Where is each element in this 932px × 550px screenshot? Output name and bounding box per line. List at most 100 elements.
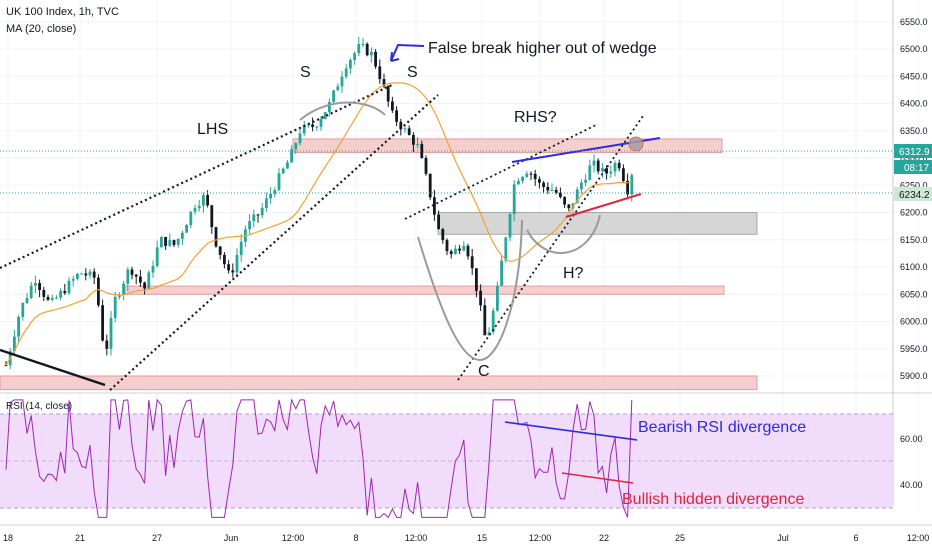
candle-body	[500, 260, 503, 286]
candle-body	[554, 189, 558, 193]
candle-body	[437, 214, 440, 230]
candle-body	[328, 102, 331, 113]
candle-body	[164, 237, 167, 246]
candle-body	[399, 121, 403, 130]
false-break-arrow	[390, 43, 425, 62]
candle-body	[466, 245, 470, 257]
candle-body	[395, 110, 398, 122]
candle-body	[176, 238, 180, 245]
candlestick-series	[4, 36, 634, 370]
false-break-arrow-head	[390, 51, 400, 62]
candle-body	[349, 60, 352, 69]
red-trendline	[565, 193, 642, 218]
last-price-tag	[894, 144, 932, 158]
candle-body	[609, 171, 613, 174]
candle-body	[533, 173, 537, 180]
candle-body	[134, 274, 138, 277]
candle-body	[529, 173, 533, 175]
candle-body	[307, 124, 310, 126]
candle-body	[59, 290, 62, 298]
countdown-tag	[894, 160, 932, 174]
candle-body	[269, 193, 272, 199]
candle-body	[63, 290, 67, 294]
candle-body	[67, 280, 71, 294]
bullish-div-line	[561, 472, 634, 484]
candle-body	[458, 248, 461, 251]
candle-body	[323, 112, 327, 120]
candle-body	[248, 221, 251, 230]
candle-body	[483, 305, 487, 336]
candle-body	[441, 229, 445, 241]
candle-body	[265, 198, 268, 208]
wedge-upper-trendline	[0, 84, 393, 269]
candle-body	[252, 214, 256, 222]
candle-body	[92, 271, 96, 278]
candle-body	[118, 294, 121, 297]
price-tick: 6450.0	[900, 71, 928, 81]
candle-body	[479, 290, 482, 306]
candle-body	[4, 365, 8, 367]
candle-body	[189, 211, 193, 226]
candle-body	[197, 205, 201, 209]
candle-body	[256, 214, 260, 216]
time-tick: 8	[353, 533, 358, 543]
candle-body	[181, 232, 184, 239]
s-left-label: S	[300, 64, 311, 81]
time-tick: 25	[675, 533, 685, 543]
zone-resistance	[292, 138, 723, 154]
candle-body	[420, 144, 424, 159]
rsi-tick-60: 60.00	[900, 434, 923, 444]
handle-curve	[526, 214, 601, 254]
time-tick: 21	[75, 533, 85, 543]
last-price-text: 6312.9	[899, 147, 930, 158]
cup-curve	[417, 219, 523, 362]
candle-body	[302, 125, 306, 134]
candle-body	[613, 162, 617, 172]
lhs-label: LHS	[197, 121, 228, 138]
bearish-div-label: Bearish RSI divergence	[638, 419, 806, 436]
time-tick: 12:00	[529, 533, 552, 543]
rsi-tick-40: 40.00	[900, 480, 923, 490]
candle-body	[424, 158, 428, 174]
candle-body	[185, 225, 188, 233]
candle-body	[50, 297, 54, 300]
candle-body	[281, 168, 285, 174]
candle-body	[508, 214, 512, 238]
candle-body	[311, 124, 314, 127]
second-price-tag	[894, 187, 932, 201]
price-tick: 6150.0	[900, 235, 928, 245]
candle-body	[29, 285, 33, 298]
channel-upper-dotted	[404, 123, 599, 220]
candle-body	[139, 276, 142, 283]
candle-body	[542, 182, 545, 187]
candle-body	[17, 316, 20, 337]
candle-body	[109, 317, 113, 349]
candle-body	[412, 134, 415, 145]
candle-body	[260, 207, 264, 216]
head-curve	[299, 101, 386, 121]
candle-body	[353, 53, 356, 61]
candle-body	[550, 189, 554, 191]
candle-body	[454, 248, 457, 255]
candle-body	[130, 269, 134, 275]
time-tick: Jul	[777, 533, 789, 543]
price-tick: 6350.0	[900, 126, 928, 136]
candle-body	[160, 237, 163, 248]
candle-body	[294, 143, 298, 150]
candle-body	[491, 310, 495, 333]
candle-body	[105, 340, 109, 349]
candle-body	[126, 269, 130, 284]
zone-support	[124, 285, 725, 295]
candle-body	[206, 195, 209, 206]
zone-support	[0, 375, 758, 391]
candle-body	[210, 205, 214, 228]
candle-body	[475, 268, 478, 291]
price-tick: 6200.0	[900, 208, 928, 218]
candle-body	[584, 179, 587, 183]
rhs-label: RHS?	[514, 109, 557, 126]
breakout-marker	[628, 136, 644, 152]
candle-body	[580, 182, 583, 190]
time-tick: 18	[3, 533, 13, 543]
candle-body	[588, 165, 592, 180]
